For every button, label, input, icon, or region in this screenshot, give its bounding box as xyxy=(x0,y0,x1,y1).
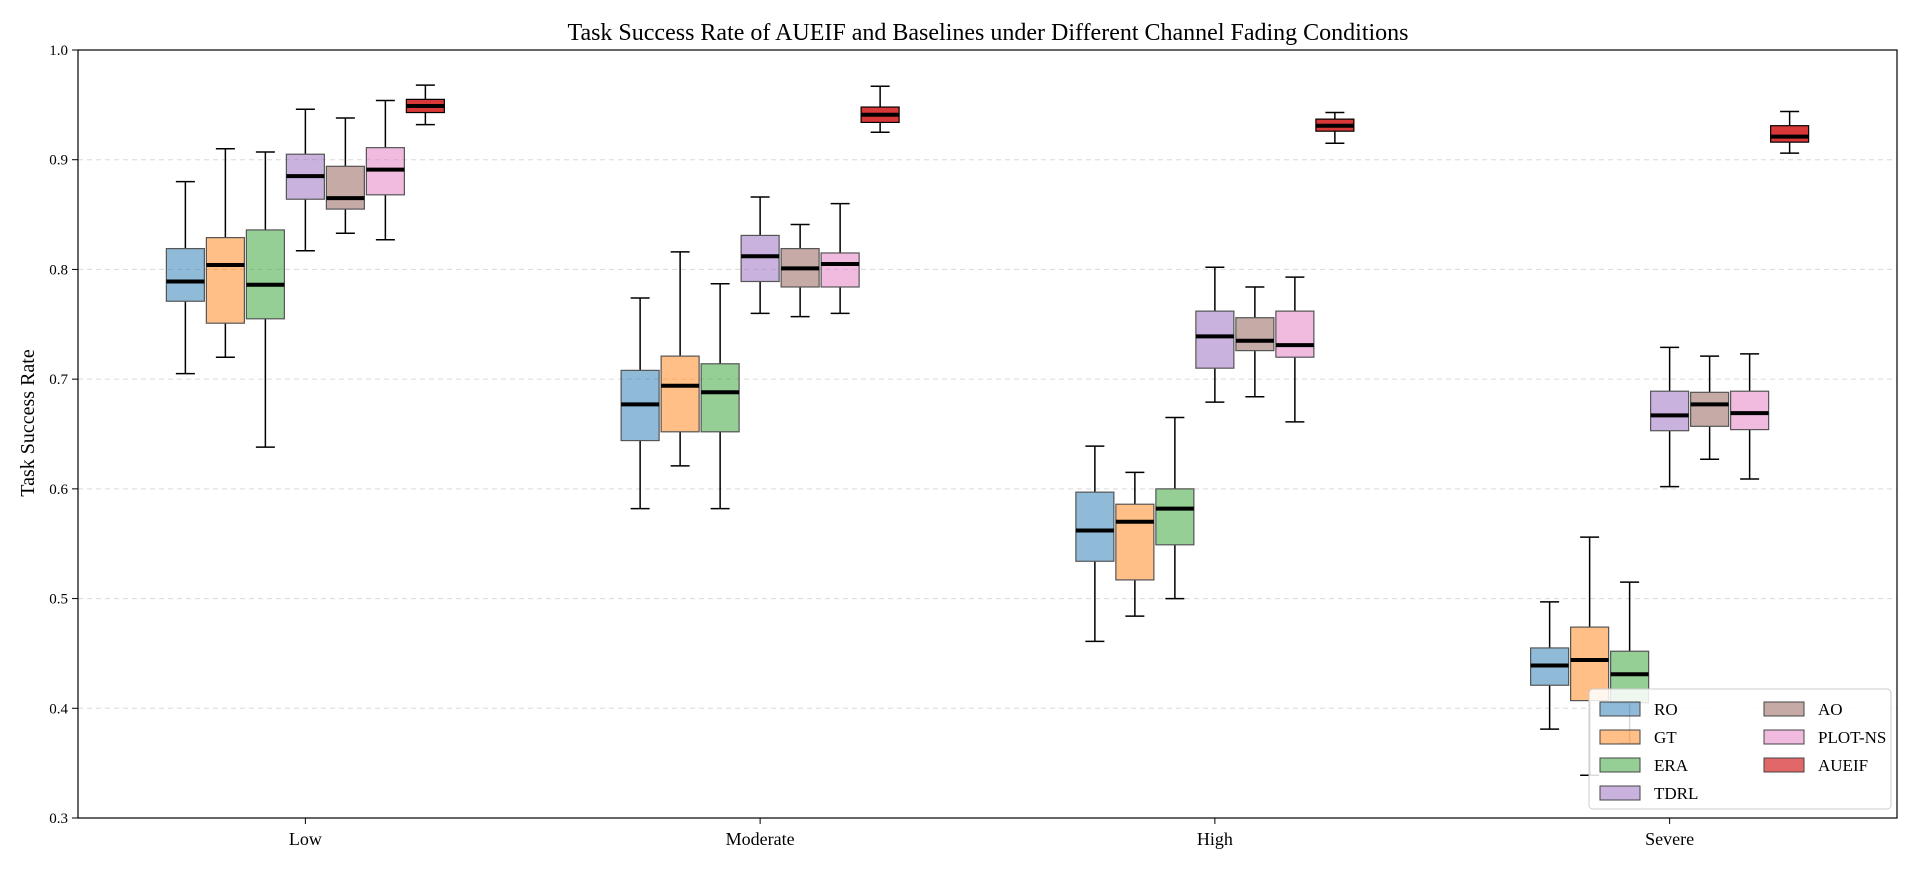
x-tick-label: Low xyxy=(289,829,322,849)
box-ao-severe xyxy=(1690,355,1730,460)
legend: RO GT ERA TDRL AO PLOT-NS AUEIF xyxy=(1588,688,1892,810)
y-tick-label: 0.9 xyxy=(49,153,68,169)
box-body xyxy=(820,252,860,288)
chart-title: Task Success Rate of AUEIF and Baselines… xyxy=(567,20,1408,46)
x-tick-label: High xyxy=(1197,829,1233,849)
legend-swatch xyxy=(1763,729,1805,745)
legend-item-ro: RO xyxy=(1599,700,1678,719)
box-plot-ns-moderate xyxy=(820,202,860,315)
boxes-layer xyxy=(165,84,1810,776)
legend-swatch xyxy=(1599,785,1641,801)
legend-swatch xyxy=(1599,757,1641,773)
box-ao-high xyxy=(1235,286,1275,398)
box-gt-high xyxy=(1115,471,1155,617)
box-plot-ns-low xyxy=(365,99,405,241)
x-tick-label: Moderate xyxy=(726,829,795,849)
box-gt-low xyxy=(205,147,245,358)
box-tdrl-high xyxy=(1195,266,1235,403)
box-aueif-severe xyxy=(1770,110,1810,154)
legend-frame xyxy=(1588,688,1892,810)
box-ro-moderate xyxy=(620,297,660,510)
box-body xyxy=(1690,391,1730,427)
legend-item-era: ERA xyxy=(1599,756,1689,775)
legend-label: TDRL xyxy=(1654,784,1698,803)
box-era-low xyxy=(245,151,285,448)
box-body xyxy=(740,234,780,283)
box-body xyxy=(1650,390,1690,432)
legend-label: AUEIF xyxy=(1818,756,1868,775)
y-tick-label: 0.5 xyxy=(49,592,68,608)
box-body xyxy=(1155,488,1195,546)
box-ro-high xyxy=(1075,445,1115,643)
y-axis-label: Task Success Rate xyxy=(17,349,39,497)
box-ao-low xyxy=(325,117,365,234)
y-tick-label: 1.0 xyxy=(49,43,68,59)
box-aueif-low xyxy=(405,84,445,126)
box-body xyxy=(1115,503,1155,581)
legend-item-gt: GT xyxy=(1599,728,1677,747)
y-tick-label: 0.8 xyxy=(49,262,68,278)
x-tick-label: Severe xyxy=(1645,829,1694,849)
box-body xyxy=(205,237,245,324)
y-tick-label: 0.7 xyxy=(49,372,68,388)
box-body xyxy=(700,363,740,433)
box-body xyxy=(1195,310,1235,369)
box-plot-ns-severe xyxy=(1730,353,1770,480)
box-body xyxy=(660,355,700,433)
box-era-high xyxy=(1155,416,1195,600)
box-tdrl-low xyxy=(285,108,325,252)
box-body xyxy=(165,247,205,302)
box-body xyxy=(1770,125,1810,143)
legend-label: RO xyxy=(1654,700,1678,719)
legend-item-plot-ns: PLOT-NS xyxy=(1763,728,1886,747)
legend-swatch xyxy=(1763,757,1805,773)
box-ro-severe xyxy=(1530,601,1570,730)
legend-swatch xyxy=(1763,701,1805,717)
box-body xyxy=(1275,310,1315,358)
box-era-moderate xyxy=(700,282,740,510)
box-gt-moderate xyxy=(660,251,700,467)
y-tick-label: 0.6 xyxy=(49,482,68,498)
x-axis-ticks: Low Moderate High Severe xyxy=(289,818,1694,849)
grid-layer xyxy=(78,159,1897,709)
box-body xyxy=(245,229,285,320)
box-body xyxy=(1570,626,1610,702)
box-body xyxy=(1075,491,1115,562)
box-ro-low xyxy=(165,180,205,375)
box-body xyxy=(1730,390,1770,431)
box-tdrl-severe xyxy=(1650,346,1690,488)
box-aueif-high xyxy=(1315,111,1355,145)
box-plot-ns-high xyxy=(1275,276,1315,423)
y-tick-label: 0.4 xyxy=(49,701,68,717)
plot-frame xyxy=(77,49,1898,819)
legend-label: PLOT-NS xyxy=(1818,728,1886,747)
box-tdrl-moderate xyxy=(740,196,780,315)
box-aueif-moderate xyxy=(860,85,900,134)
legend-swatch xyxy=(1599,701,1641,717)
box-ao-moderate xyxy=(780,223,820,318)
legend-swatch xyxy=(1599,729,1641,745)
legend-item-aueif: AUEIF xyxy=(1763,756,1868,775)
y-tick-label: 0.3 xyxy=(49,811,68,827)
legend-label: AO xyxy=(1818,700,1843,719)
y-axis-ticks: 0.3 0.4 0.5 0.6 0.7 0.8 0.9 1.0 xyxy=(49,43,78,827)
box-body xyxy=(1235,317,1275,352)
legend-label: ERA xyxy=(1654,756,1689,775)
box-body xyxy=(325,165,365,210)
legend-item-ao: AO xyxy=(1763,700,1843,719)
legend-label: GT xyxy=(1654,728,1677,747)
legend-item-tdrl: TDRL xyxy=(1599,784,1698,803)
